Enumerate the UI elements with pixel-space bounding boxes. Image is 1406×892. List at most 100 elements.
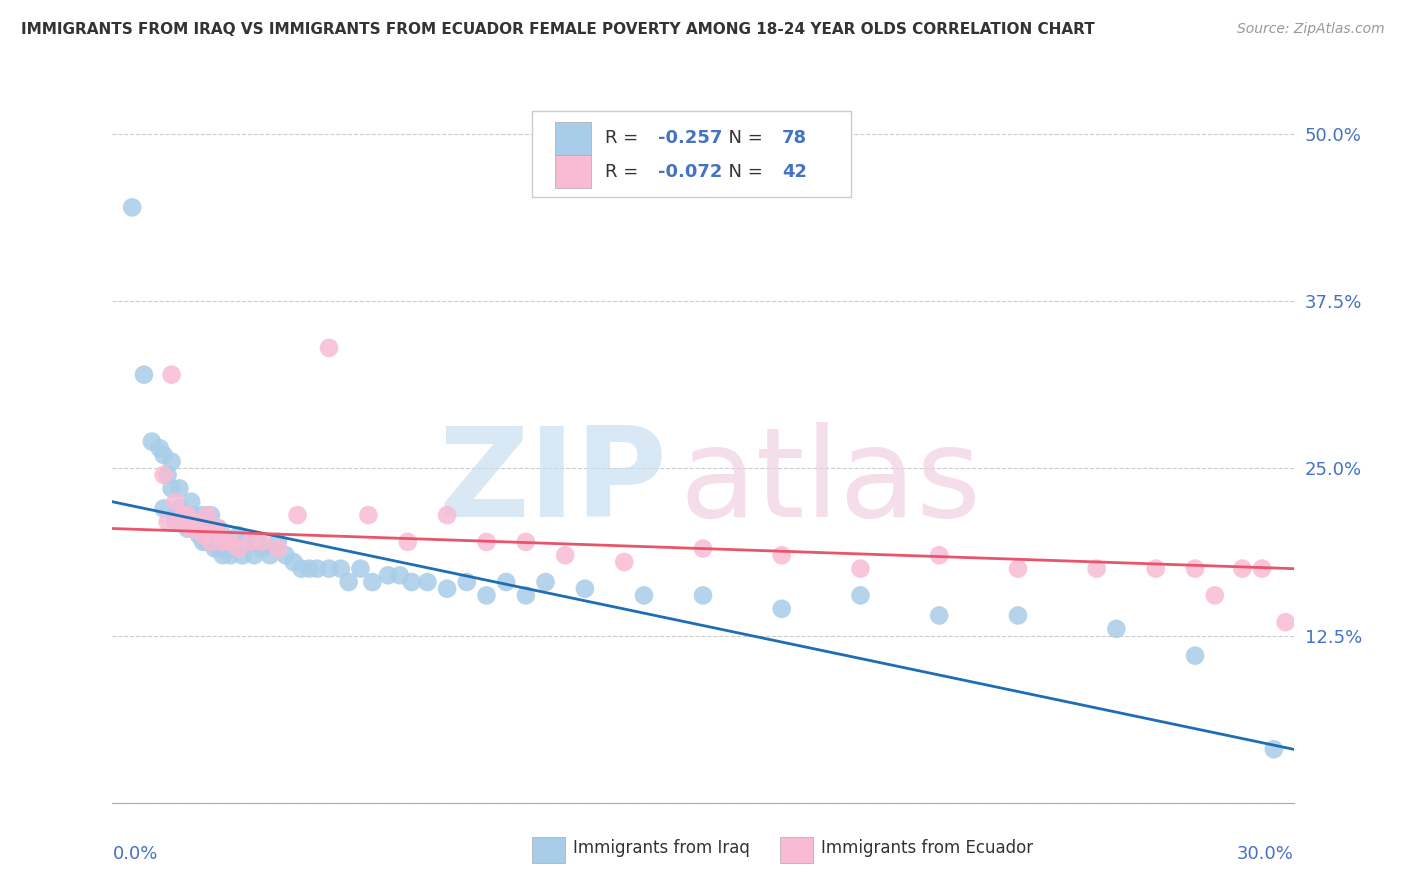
Point (239, 535, 262, 549)
FancyBboxPatch shape (555, 155, 591, 188)
Point (204, 535, 226, 549)
FancyBboxPatch shape (780, 837, 813, 863)
Point (188, 528, 211, 542)
Point (172, 508, 194, 523)
FancyBboxPatch shape (531, 837, 565, 863)
Point (169, 501, 191, 516)
Point (267, 535, 290, 549)
Point (298, 562, 321, 576)
Point (416, 575, 439, 590)
Text: N =: N = (717, 129, 769, 147)
Point (204, 521, 226, 535)
Point (172, 508, 194, 523)
Text: atlas: atlas (679, 422, 981, 543)
Point (184, 521, 207, 535)
Point (1251, 562, 1274, 576)
Point (180, 521, 202, 535)
FancyBboxPatch shape (555, 121, 591, 155)
Point (274, 548, 297, 563)
Point (160, 455, 183, 469)
Text: -0.072: -0.072 (658, 162, 723, 181)
Point (770, 548, 793, 563)
Point (211, 548, 233, 563)
Point (208, 521, 231, 535)
Point (191, 515, 214, 529)
Point (456, 575, 478, 590)
Point (515, 589, 537, 603)
Point (184, 508, 207, 523)
Point (191, 508, 214, 523)
Text: 78: 78 (782, 129, 807, 147)
Point (176, 515, 198, 529)
Text: Immigrants from Ecuador: Immigrants from Ecuador (821, 839, 1033, 857)
Point (208, 521, 231, 535)
Point (156, 515, 179, 529)
Point (928, 548, 950, 563)
Point (574, 582, 596, 596)
Point (396, 535, 419, 549)
Point (188, 521, 211, 535)
Point (534, 575, 557, 590)
Point (149, 442, 172, 456)
Point (195, 535, 218, 549)
Point (228, 541, 250, 556)
Point (152, 501, 174, 516)
Point (259, 548, 281, 563)
Point (176, 521, 198, 535)
Point (204, 541, 226, 556)
Text: 30.0%: 30.0% (1237, 845, 1294, 863)
Point (1007, 608, 1029, 623)
Point (554, 548, 576, 563)
Point (180, 494, 202, 508)
Point (515, 535, 537, 549)
Text: Immigrants from Iraq: Immigrants from Iraq (574, 839, 749, 857)
Point (361, 575, 384, 590)
Point (436, 582, 458, 596)
Point (228, 528, 250, 542)
Point (211, 528, 233, 542)
Point (329, 562, 352, 576)
Point (1105, 622, 1128, 636)
Point (219, 548, 242, 563)
FancyBboxPatch shape (531, 111, 851, 197)
Point (1274, 615, 1296, 630)
Point (318, 341, 340, 355)
Point (200, 528, 222, 542)
Point (180, 521, 202, 535)
Point (243, 548, 266, 563)
Point (357, 508, 380, 523)
Text: ZIP: ZIP (439, 422, 668, 543)
Point (165, 508, 187, 523)
Point (156, 468, 179, 483)
Text: R =: R = (605, 162, 644, 181)
Point (239, 535, 262, 549)
Point (200, 535, 222, 549)
Text: 42: 42 (782, 162, 807, 181)
Text: 0.0%: 0.0% (112, 845, 157, 863)
Point (1204, 589, 1226, 603)
Point (247, 535, 270, 549)
Point (267, 541, 290, 556)
Text: Source: ZipAtlas.com: Source: ZipAtlas.com (1237, 22, 1385, 37)
Point (1263, 742, 1285, 756)
Point (141, 434, 163, 449)
Point (250, 541, 273, 556)
Point (188, 521, 211, 535)
Point (1184, 562, 1206, 576)
Point (132, 368, 155, 382)
Text: N =: N = (717, 162, 769, 181)
Point (172, 508, 194, 523)
Point (215, 535, 238, 549)
Point (184, 515, 207, 529)
Point (165, 494, 187, 508)
Point (152, 448, 174, 462)
Point (211, 535, 233, 549)
Point (176, 508, 198, 523)
Point (195, 508, 218, 523)
Point (1085, 562, 1108, 576)
Point (208, 541, 231, 556)
Point (436, 508, 458, 523)
Point (475, 589, 498, 603)
Point (692, 541, 714, 556)
Point (287, 508, 309, 523)
